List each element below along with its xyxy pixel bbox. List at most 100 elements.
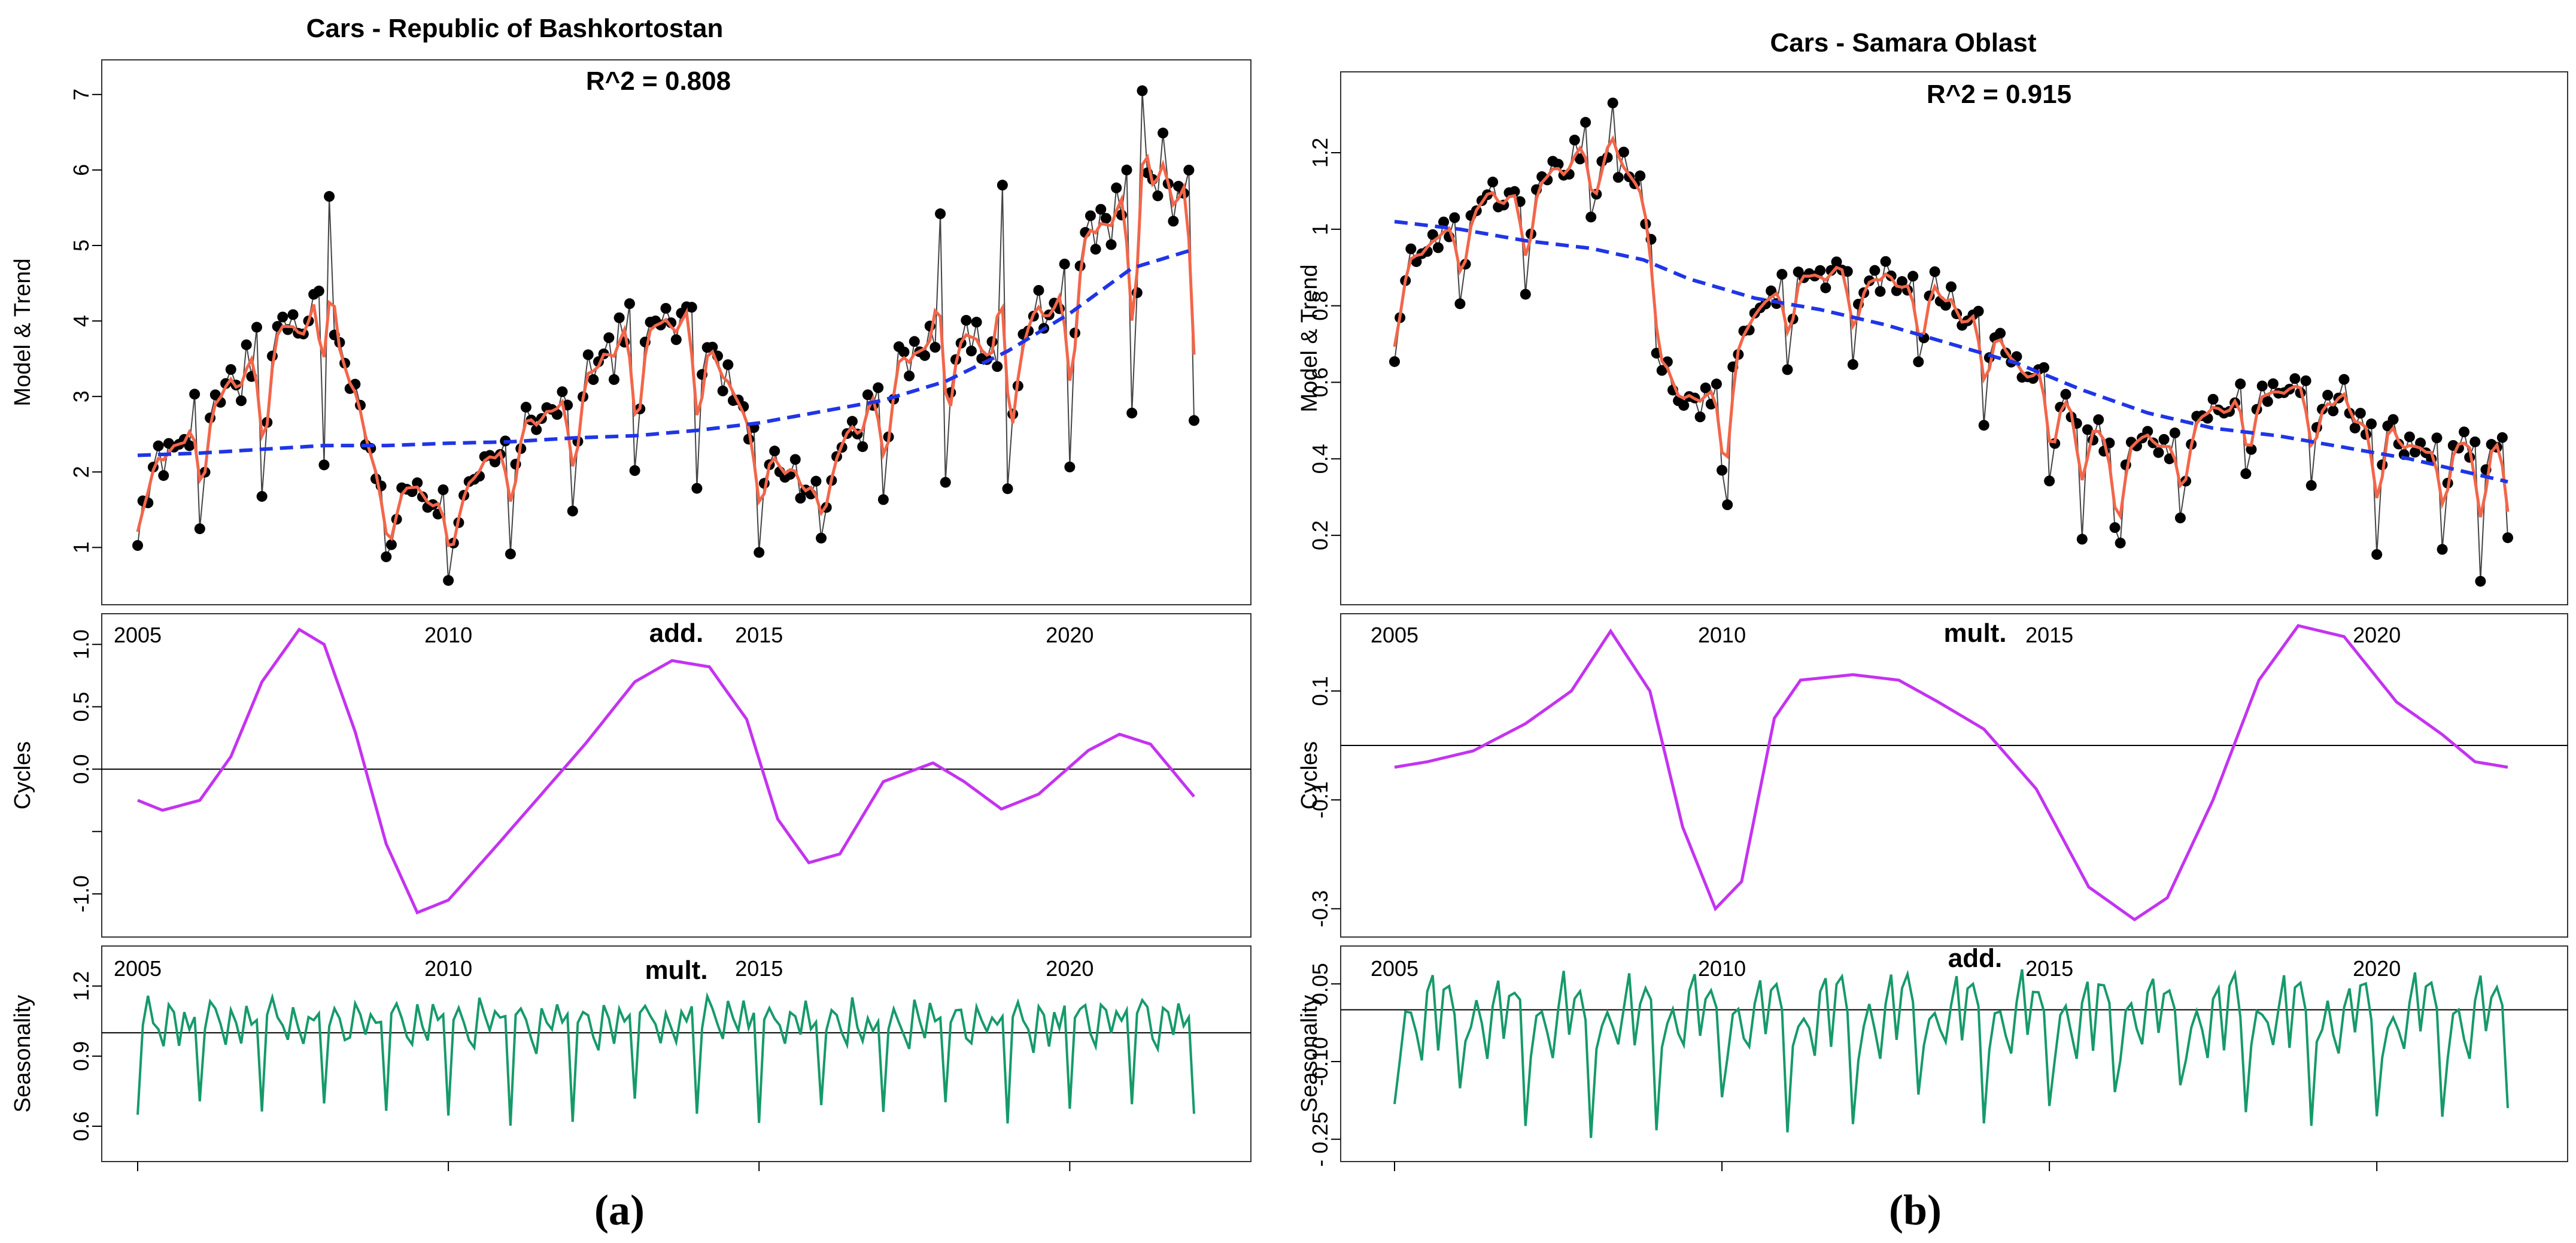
observed-point — [2044, 475, 2055, 487]
x-tick-label: 2020 — [2353, 956, 2401, 981]
observed-point — [1815, 265, 1826, 276]
observed-point — [1717, 465, 1728, 476]
observed-point — [582, 349, 594, 360]
y-tick-label: 0.1 — [1308, 676, 1332, 706]
model-series-line — [136, 153, 1196, 547]
observed-point — [1569, 134, 1580, 145]
observed-point — [603, 332, 615, 344]
observed-point — [1869, 265, 1881, 276]
observed-point — [1168, 216, 1179, 227]
panel-a-cycles-yaxis: -1.0 0.0 0.5 1.0 — [69, 629, 102, 912]
y-tick-label: 1.2 — [1308, 138, 1332, 168]
observed-point — [1820, 282, 1831, 293]
panel-b-season-frame — [1340, 945, 2568, 1162]
observed-point — [2093, 414, 2104, 425]
observed-point — [898, 346, 910, 357]
panel-b: Cars - Samara Oblast R^2 = 0.915 Model &… — [1297, 28, 2568, 1234]
observed-point — [1100, 213, 1111, 224]
observed-point — [940, 477, 951, 488]
observed-point — [1842, 266, 1853, 277]
observed-point — [1542, 174, 1553, 186]
observed-point — [722, 359, 734, 371]
observed-point — [1776, 269, 1788, 280]
observed-point — [531, 424, 542, 435]
observed-point — [2404, 431, 2415, 442]
panel-a-season-yaxis: 0.6 0.9 1.2 — [69, 971, 102, 1141]
observed-point — [2262, 396, 2273, 407]
observed-point — [904, 370, 915, 381]
observed-point — [489, 456, 500, 468]
observed-point — [2437, 544, 2448, 555]
panel-b-model-line — [1393, 135, 2510, 521]
panel-a-cycles-frame — [101, 613, 1251, 938]
y-tick-label: 1 — [1308, 223, 1332, 235]
observed-point — [2289, 373, 2301, 384]
observed-point — [2082, 424, 2093, 435]
y-tick-label: 7 — [69, 89, 93, 101]
x-tick-label: 2010 — [1698, 956, 1746, 981]
observed-point — [992, 361, 1003, 372]
panel-b-model-yaxis: 0.2 0.4 0.6 0.8 1 1.2 — [1308, 138, 1341, 550]
observed-point — [1520, 289, 1531, 300]
y-tick-label: 0.8 — [1308, 291, 1332, 321]
panel-b-trend-line — [1394, 220, 2508, 484]
panel-a-label: (a) — [594, 1186, 645, 1234]
observed-point — [2328, 405, 2339, 417]
observed-point — [2153, 447, 2164, 458]
observed-point — [1612, 172, 1624, 183]
observed-point — [816, 532, 827, 544]
observed-point — [1137, 85, 1148, 96]
observed-point — [1585, 211, 1597, 223]
x-tick-label: 2005 — [114, 623, 162, 647]
observed-point — [1995, 328, 2006, 339]
observed-point — [2469, 436, 2481, 447]
observed-point — [1678, 400, 1690, 411]
observed-point — [2235, 378, 2246, 390]
observed-point — [857, 441, 868, 452]
observed-point — [1085, 210, 1096, 222]
observed-point — [1607, 97, 1618, 108]
y-tick-label: -1.0 — [69, 875, 93, 912]
x-tick-label: 2020 — [2353, 623, 2401, 647]
x-tick-label: 2005 — [114, 956, 162, 981]
observed-point — [1875, 286, 1886, 297]
y-tick-label: -0.3 — [1308, 890, 1332, 927]
observed-point — [1907, 271, 1919, 282]
observed-point — [1929, 266, 1940, 277]
observed-point — [919, 350, 931, 361]
observed-point — [438, 484, 449, 495]
y-tick-label: 0.6 — [69, 1111, 93, 1141]
observed-point — [1105, 239, 1117, 250]
panel-b-model-frame — [1340, 71, 2568, 605]
y-tick-label: 3 — [69, 390, 93, 402]
panel-b-season-ylabel: Seasonality — [1297, 995, 1322, 1112]
observed-point — [1782, 364, 1793, 375]
panel-a-observed-points — [132, 85, 1199, 586]
panel-b-cycles-yaxis: -0.3 -0.1 0.1 — [1308, 676, 1341, 927]
y-tick-label: 0.0 — [69, 754, 93, 784]
observed-point — [1432, 242, 1444, 253]
y-tick-label: -0.10 — [1308, 1037, 1332, 1086]
observed-point — [1487, 177, 1499, 188]
observed-point — [412, 477, 423, 489]
observed-point — [225, 364, 236, 375]
observed-point — [1438, 216, 1450, 228]
observed-point — [1722, 499, 1733, 511]
observed-point — [2355, 408, 2366, 419]
observed-point — [1090, 244, 1101, 255]
observed-point — [209, 389, 221, 401]
observed-point — [1618, 146, 1629, 157]
observed-point — [1189, 415, 1199, 426]
observed-point — [1553, 159, 1564, 170]
observed-point — [997, 180, 1008, 191]
observed-point — [1449, 212, 1460, 223]
observed-point — [132, 539, 143, 551]
observed-point — [2207, 393, 2219, 405]
panel-a-model-ylabel: Model & Trend — [10, 258, 35, 406]
panel-b-title: Cars - Samara Oblast — [1770, 28, 2036, 57]
observed-point — [2158, 433, 2170, 445]
observed-point — [2076, 533, 2088, 545]
panel-b-cycles-label: mult. — [1943, 619, 2006, 648]
observed-point — [1825, 265, 1837, 276]
